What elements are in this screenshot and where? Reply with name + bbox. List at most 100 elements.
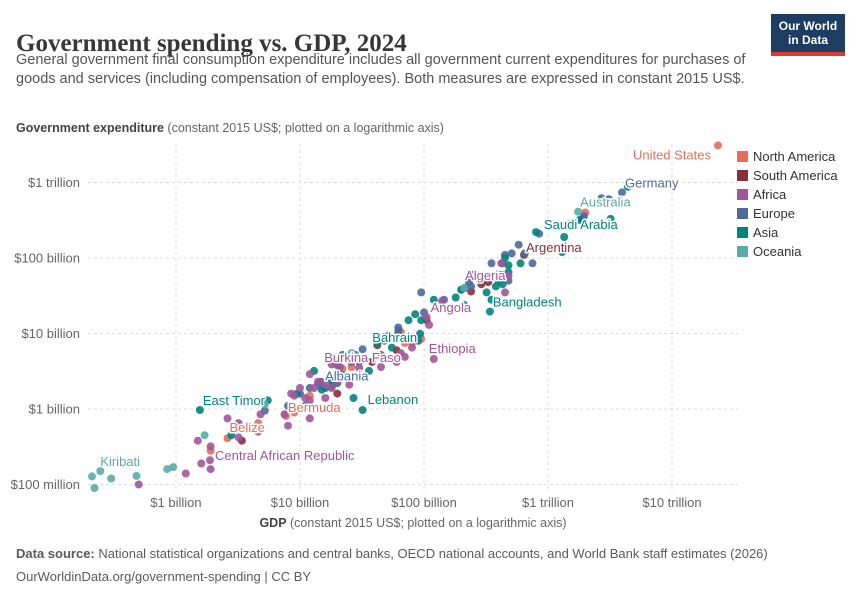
data-point-togo[interactable] [280,410,289,419]
data-point-central-african-republic[interactable] [206,456,214,465]
data-point-equatorial-guinea[interactable] [296,384,304,392]
data-point-barbados[interactable] [254,419,263,428]
legend-item-north-america[interactable]: North America [737,147,838,166]
data-point-azerbaijan[interactable] [387,343,396,352]
owid-logo[interactable]: Our World in Data [771,14,845,56]
data-point-luxembourg[interactable] [394,329,403,338]
data-point-saudi-arabia[interactable] [532,228,540,237]
data-point-fiji[interactable] [260,400,269,409]
data-point-vietnam[interactable] [487,295,496,304]
data-point-tajikistan[interactable] [301,401,310,410]
data-point-cape-verde[interactable] [206,442,215,451]
country-label-albania[interactable]: Albania [324,367,371,385]
data-point-iceland[interactable] [338,350,347,359]
data-point-solomon-islands[interactable] [200,431,209,440]
data-point-japan[interactable] [623,182,632,191]
data-point-algeria[interactable] [504,271,513,280]
data-point-tonga[interactable] [132,471,141,480]
data-point-bangladesh[interactable] [485,307,494,316]
data-point-guyana[interactable] [333,389,342,398]
legend-item-asia[interactable]: Asia [737,223,838,242]
data-point-niger[interactable] [321,380,330,389]
data-point-mauritius[interactable] [310,384,319,392]
data-point-haiti[interactable] [290,408,299,417]
data-point-nepal[interactable] [365,366,373,375]
data-point-denmark[interactable] [487,259,496,268]
data-point-new-zealand[interactable] [460,284,468,292]
country-label-bangladesh[interactable]: Bangladesh [491,293,563,311]
data-point-somalia[interactable] [284,421,292,430]
data-point-burundi[interactable] [231,421,240,430]
country-label-bermuda[interactable]: Bermuda [286,398,343,416]
data-point-thailand[interactable] [504,261,513,270]
data-point-morocco[interactable] [438,296,447,305]
data-point-zimbabwe[interactable] [345,380,354,389]
data-point-switzerland[interactable] [528,259,537,268]
data-point-sao-tome-and-principe[interactable] [134,480,143,489]
country-label-belize[interactable]: Belize [228,419,266,437]
data-point-hong-kong[interactable] [491,282,500,291]
country-label-saudi-arabia[interactable]: Saudi Arabia [543,216,620,234]
country-label-kiribati[interactable]: Kiribati [99,453,142,471]
data-point-egypt[interactable] [501,288,509,297]
legend-item-south-america[interactable]: South America [737,166,838,185]
data-point-uganda[interactable] [377,363,385,371]
data-point-gabon[interactable] [333,377,342,386]
data-point-sudan[interactable] [358,373,367,382]
data-point-chile[interactable] [477,280,486,289]
data-point-rwanda[interactable] [314,377,323,386]
data-point-cambodia[interactable] [349,394,358,402]
data-point-democratic-republic-of-congo[interactable] [392,357,401,366]
data-point-belgium[interactable] [507,249,516,258]
data-point-taiwan[interactable] [516,259,525,268]
data-point-oman[interactable] [411,310,420,319]
data-point-south-korea[interactable] [575,215,584,224]
legend-item-africa[interactable]: Africa [737,185,838,204]
data-point-ukraine[interactable] [417,288,426,297]
data-point-namibia[interactable] [305,370,314,379]
country-label-central-african-republic[interactable]: Central African Republic [214,447,357,465]
data-point-palau[interactable] [90,484,99,492]
data-point-cyprus[interactable] [347,357,356,366]
data-point-lesotho[interactable] [223,414,232,423]
data-point-mozambique[interactable] [327,360,336,369]
data-point-colombia[interactable] [484,278,493,287]
data-point-kenya[interactable] [425,320,434,329]
data-point-kosovo[interactable] [284,401,292,410]
data-point-pakistan[interactable] [482,288,491,297]
legend-item-oceania[interactable]: Oceania [737,242,838,261]
data-point-myanmar[interactable] [404,316,413,325]
data-point-east-timor[interactable] [195,406,204,414]
data-point-indonesia[interactable] [558,248,567,256]
data-point-sierra-leone[interactable] [254,427,263,436]
data-point-benin[interactable] [327,384,336,392]
data-point-senegal[interactable] [355,357,364,366]
data-point-france[interactable] [597,194,606,203]
data-point-jordan[interactable] [373,338,382,347]
data-point-lebanon[interactable] [358,406,367,414]
data-point-ghana[interactable] [408,343,416,352]
data-point-mauritania[interactable] [287,389,296,398]
country-label-lebanon[interactable]: Lebanon [366,391,420,409]
data-point-papua-new-guinea[interactable] [347,349,356,358]
data-point-latvia[interactable] [358,345,367,354]
data-point-libya[interactable] [355,363,364,372]
country-label-burkina-faso[interactable]: Burkina Faso [323,348,403,366]
data-point-kuwait[interactable] [429,295,438,304]
data-point-congo[interactable] [301,394,310,402]
data-point-paraguay[interactable] [367,357,376,366]
country-label-united-states[interactable]: United States [631,146,713,164]
data-point-angola[interactable] [422,313,431,322]
data-point-samoa[interactable] [163,465,172,474]
country-label-argentina[interactable]: Argentina [525,238,584,256]
data-point-cote-d-ivoire[interactable] [404,334,413,343]
data-point-tunisia[interactable] [380,333,389,341]
data-point-russia[interactable] [565,220,574,229]
data-point-qatar[interactable] [451,293,460,302]
country-label-angola[interactable]: Angola [429,299,473,317]
data-point-united-states[interactable] [714,141,722,150]
country-label-ethiopia[interactable]: Ethiopia [427,340,478,358]
data-point-kazakhstan[interactable] [460,300,468,309]
country-label-bahrain[interactable]: Bahrain [371,328,419,346]
data-point-guinea[interactable] [321,394,330,402]
